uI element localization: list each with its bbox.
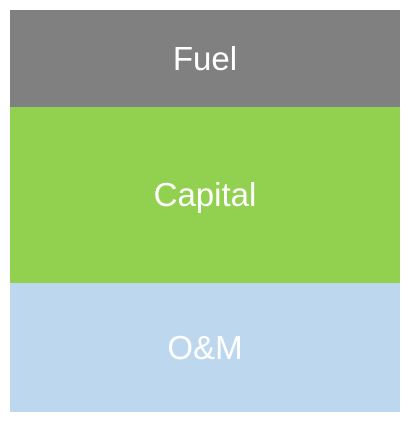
block-label: O&M [167,328,243,366]
om-block: O&M [10,283,400,412]
block-label: Fuel [172,39,238,77]
capital-block: Capital [10,107,400,283]
block-label: Capital [153,176,257,213]
fuel-block: Fuel [10,10,400,107]
stack-diagram: Fuel Capital O&M [10,10,400,412]
